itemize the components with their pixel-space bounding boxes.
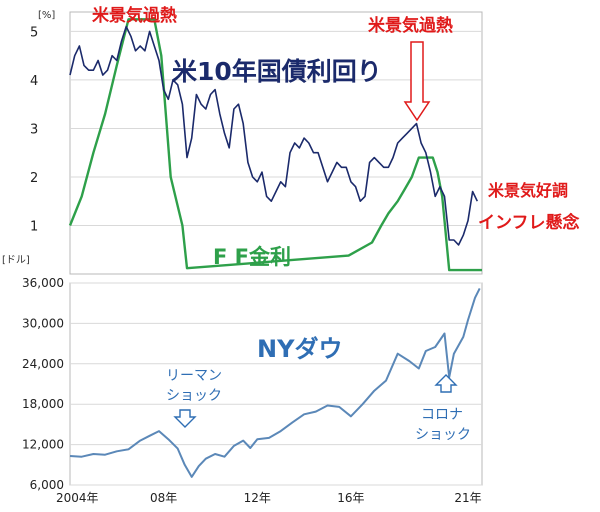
ff-series-label: F F金利 [213, 245, 291, 269]
x-tick-label: 16年 [337, 491, 364, 505]
overheat-annotation-2: 米景気過熱 [368, 15, 453, 36]
dow-y-tick-label: 36,000 [22, 276, 64, 290]
x-tick-label: 12年 [244, 491, 271, 505]
ff-rate-line [68, 18, 482, 272]
dow-y-tick-label: 30,000 [22, 316, 64, 330]
lehman-annotation-line1: リーマン [166, 368, 222, 384]
dow-y-tick-label: 18,000 [22, 397, 64, 411]
us10y-yield-line [69, 25, 479, 246]
rate-y-tick-label: 1 [30, 219, 38, 234]
good-economy-annotation: 米景気好調 [488, 181, 568, 200]
us10y-series-label: 米10年国債利回り [172, 57, 382, 86]
rate-y-tick-label: 3 [30, 122, 38, 137]
x-tick-labels: 2004年 08年 12年 16年 21年 [56, 491, 482, 505]
rate-panel-frame [69, 11, 483, 275]
lehman-down-arrow-icon [173, 409, 197, 428]
rate-y-tick-label: 2 [30, 171, 38, 186]
dow-panel-frame [69, 282, 483, 486]
rate-y-tick-label: 5 [30, 25, 38, 40]
inflation-annotation: インフレ懸念 [478, 212, 580, 233]
overheat-annotation-1: 米景気過熱 [92, 5, 177, 26]
corona-annotation-line1: コロナ [421, 407, 463, 423]
dow-y-tick-labels: 6,000 12,000 18,000 24,000 30,000 36,000 [22, 276, 64, 492]
lehman-annotation-line2: ショック [166, 388, 222, 404]
dow-series [69, 287, 481, 478]
rate-y-tick-labels: 1 2 3 4 5 [30, 25, 38, 234]
corona-annotation-line2: ショック [415, 427, 471, 443]
x-tick-label: 08年 [150, 491, 177, 505]
dow-gridlines [70, 282, 482, 486]
corona-up-arrow-icon [434, 374, 458, 393]
nydow-line [69, 287, 481, 478]
dow-y-tick-label: 12,000 [22, 438, 64, 452]
dow-unit-label: [ドル] [2, 255, 30, 266]
dow-y-tick-label: 24,000 [22, 357, 64, 371]
rate-unit-label: [%] [38, 10, 55, 21]
dow-y-tick-label: 6,000 [30, 478, 64, 492]
rate-y-tick-label: 4 [30, 74, 38, 89]
x-tick-label: 21年 [454, 491, 481, 505]
rate-series [68, 18, 482, 272]
dow-series-label: NYダウ [257, 335, 342, 363]
x-tick-label: 2004年 [56, 491, 99, 505]
overheat-arrow-icon [403, 41, 431, 122]
